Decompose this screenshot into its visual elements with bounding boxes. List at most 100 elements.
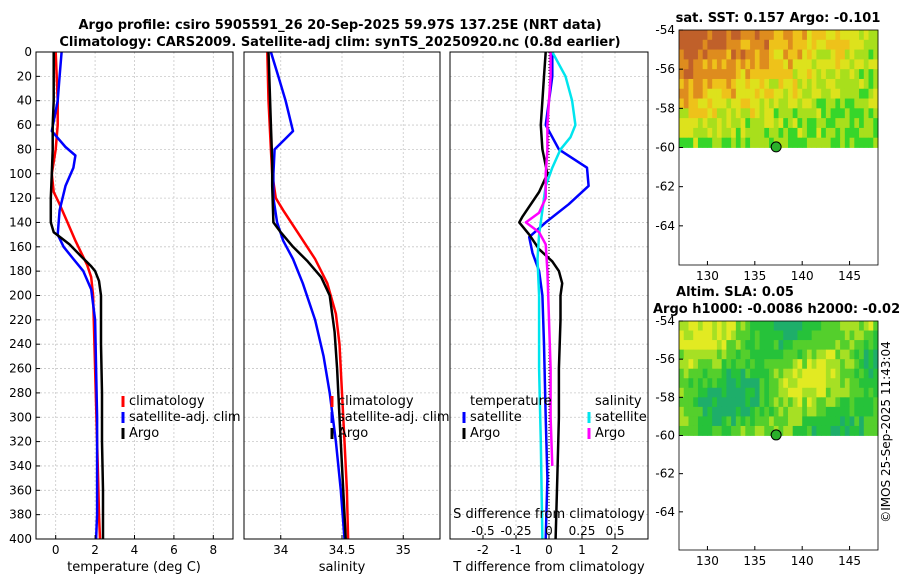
map-cell	[792, 98, 798, 109]
map-cell	[825, 321, 832, 331]
map-cell	[688, 59, 694, 70]
difference-xlabel: T difference from climatology	[452, 560, 645, 575]
map-cell	[825, 30, 832, 41]
map-cell	[750, 368, 756, 379]
map-cell	[811, 330, 817, 341]
map-cell	[854, 78, 860, 90]
map-cell	[745, 69, 751, 80]
map-cell	[792, 59, 798, 70]
map-cell	[735, 406, 741, 417]
map-cell	[840, 137, 846, 148]
map-cell	[792, 406, 798, 417]
map-cell	[825, 127, 832, 139]
map-cell	[707, 78, 713, 90]
map-cell	[868, 416, 874, 427]
map-cell	[863, 78, 869, 90]
map-cell	[707, 127, 713, 139]
map-cell	[740, 378, 746, 389]
map-cell	[806, 425, 813, 436]
map-cell	[806, 321, 813, 331]
map-cell	[783, 340, 789, 351]
map-cell	[787, 416, 794, 427]
difference-xlabel-top: S difference from climatology	[453, 507, 645, 522]
map-cell	[825, 49, 832, 60]
map-cell	[735, 416, 741, 427]
map-cell	[854, 127, 860, 139]
map-cell	[816, 368, 822, 379]
map-cell	[764, 30, 770, 41]
map-cell	[769, 30, 775, 41]
map-cell	[825, 359, 832, 370]
map-cell	[844, 340, 850, 351]
map-cell	[745, 340, 751, 351]
map-cell	[712, 349, 718, 360]
map-cell	[806, 368, 813, 379]
sst-map-cells	[679, 30, 879, 148]
map-cell	[802, 378, 808, 389]
map-cell	[740, 387, 746, 398]
map-cell	[825, 397, 832, 408]
difference-top-ticks: -0.5 -0.25 0 0.25 0.5	[471, 524, 624, 538]
y-tick-label: 260	[9, 362, 32, 376]
map-cell	[688, 406, 694, 417]
map-cell	[873, 59, 879, 70]
map-cell	[778, 98, 784, 109]
map-cell	[712, 397, 718, 408]
series-t-argo	[518, 51, 564, 540]
map-cell	[802, 416, 808, 427]
map-cell	[840, 108, 846, 119]
map-cell	[716, 39, 723, 50]
map-cell	[764, 78, 770, 90]
map-cell	[750, 378, 756, 389]
map-cell	[778, 88, 784, 99]
map-cell	[735, 340, 741, 351]
map-cell	[873, 397, 879, 408]
map-cell	[840, 321, 846, 331]
map-x-tick-label: 140	[791, 269, 814, 283]
map-cell	[859, 127, 865, 139]
map-cell	[754, 378, 760, 389]
map-cell	[849, 59, 855, 70]
map-cell	[750, 137, 756, 148]
map-cell	[840, 368, 846, 379]
map-cell	[792, 321, 798, 331]
map-cell	[787, 321, 794, 331]
map-cell	[863, 397, 869, 408]
map-cell	[683, 368, 689, 379]
map-cell	[716, 98, 723, 109]
map-cell	[712, 59, 718, 70]
map-cell	[735, 368, 741, 379]
map-cell	[787, 78, 794, 90]
map-cell	[802, 359, 808, 370]
map-y-tick-label: -56	[655, 62, 675, 76]
map-cell	[802, 30, 808, 41]
map-cell	[816, 30, 822, 41]
legend-salinity-title: salinity	[595, 394, 642, 409]
map-cell	[750, 88, 756, 99]
map-x-tick-label: 145	[838, 554, 861, 568]
map-cell	[745, 137, 751, 148]
map-cell	[759, 397, 765, 408]
map-y-tick-label: -64	[655, 219, 675, 233]
map-cell	[797, 39, 803, 50]
temperature-x-ticks: 0 2 4 6 8	[52, 535, 217, 557]
map-cell	[693, 49, 699, 60]
map-cell	[726, 321, 732, 331]
map-cell	[802, 406, 808, 417]
map-cell	[844, 359, 850, 370]
map-cell	[859, 321, 865, 331]
map-cell	[844, 78, 850, 90]
map-cell	[683, 30, 689, 41]
map-cell	[835, 137, 841, 148]
map-cell	[683, 359, 689, 370]
map-cell	[863, 127, 869, 139]
map-cell	[683, 330, 689, 341]
map-cell	[835, 387, 841, 398]
map-cell	[825, 88, 832, 99]
imos-watermark: ©IMOS 25-Sep-2025 11:43:04	[879, 341, 893, 523]
map-cell	[787, 387, 794, 398]
map-cell	[783, 387, 789, 398]
map-cell	[740, 69, 746, 80]
map-cell	[769, 397, 775, 408]
map-cell	[750, 416, 756, 427]
